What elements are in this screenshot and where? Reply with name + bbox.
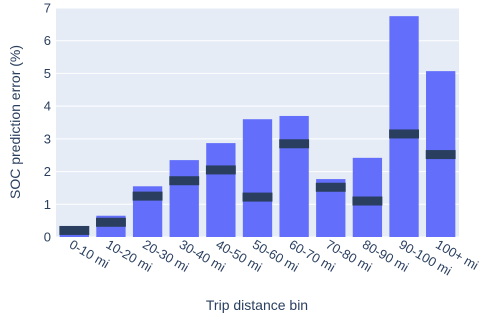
error-marker [205,165,236,175]
y-tick-label: 4 [44,99,51,114]
error-marker [169,176,200,186]
error-marker [425,150,456,160]
bar [242,119,273,237]
y-axis-title: SOC prediction error (%) [7,45,23,199]
bar [279,115,309,237]
error-marker [96,217,126,227]
error-marker [315,182,346,192]
y-tick-labels: 0 1 2 3 4 5 6 7 [44,1,51,245]
error-marker [132,191,163,201]
error-marker [59,225,90,235]
error-marker [352,196,383,206]
y-tick-label: 5 [44,66,51,81]
bar [169,160,199,237]
y-tick-label: 2 [44,164,51,179]
error-marker [389,129,419,139]
x-axis-title: Trip distance bin [206,297,308,313]
error-markers [59,129,456,235]
x-tick-label: 0-10 mi [67,237,112,272]
error-marker [279,139,310,149]
y-tick-label: 7 [44,1,51,16]
y-tick-label: 6 [44,33,51,48]
y-tick-label: 1 [44,197,51,212]
bar [206,143,236,237]
y-tick-label: 0 [44,230,51,245]
bar [389,16,419,237]
y-tick-label: 3 [44,131,51,146]
error-marker [242,192,273,202]
